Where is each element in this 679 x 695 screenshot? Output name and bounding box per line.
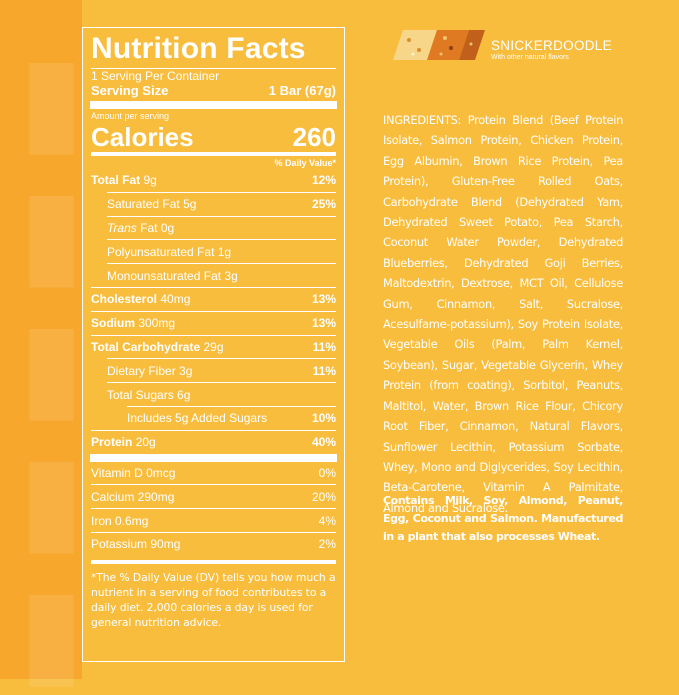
amount-per-serving-label: Amount per serving [91,111,170,121]
calories-label: Calories [91,122,194,152]
nutrient-label: Monounsaturated Fat [107,268,222,283]
nutrient-label: Total Fat [91,173,141,188]
nutrient-label: Sodium [91,316,135,331]
nutrient-label: Includes 5g Added Sugars [127,411,268,426]
daily-value-header: % Daily Value* [91,152,336,169]
nutrient-label: Protein [91,435,133,450]
vitamin-row-vitamin-d: Vitamin D 0mcg 0% [91,462,336,485]
calories-row: Calories 260 [91,122,336,152]
nutrient-amount: 9g [143,173,157,188]
nutrient-label: Total Sugars [107,387,174,402]
serving-size-label: Serving Size [91,83,169,98]
serving-size-value: 1 Bar (67g) [268,83,336,98]
nutrient-dv: 13% [311,316,336,331]
nutrient-amount: 5g [183,197,197,212]
vitamin-label: Iron 0.6mg [91,513,149,528]
nutrient-amount: 20g [135,435,156,450]
left-accent-strip [0,0,82,679]
nutrient-row-total-carbohydrate: Total Carbohydrate 29g 11% [91,334,336,359]
nutrient-dv: 12% [311,173,336,188]
nutrient-row-trans-fat: Trans Fat 0g [107,215,336,240]
nutrient-amount: 0g [160,220,175,235]
ingredients-text: INGREDIENTS: Protein Blend (Beef Protein… [383,113,623,515]
nutrient-label: Total Carbohydrate [91,339,201,354]
vitamin-dv: 2% [318,537,336,552]
nutrient-row-monounsaturated-fat: Monounsaturated Fat 3g [107,263,336,287]
nutrient-dv: 13% [311,292,336,307]
nutrition-facts-panel: Nutrition Facts 1 Serving Per Container … [82,27,345,662]
servings-per-container: 1 Serving Per Container [91,69,220,83]
nutrient-label: Dietary Fiber [107,363,176,378]
nutrient-label: Saturated Fat [107,197,180,212]
daily-value-footnote: *The % Daily Value (DV) tells you how mu… [91,559,336,630]
nutrient-row-added-sugars: Includes 5g Added Sugars 10% [127,405,336,430]
serving-size-row: Serving Size 1 Bar (67g) [91,83,336,99]
calories-value: 260 [292,122,336,152]
thick-divider [90,101,337,109]
nutrient-dv: 10% [311,411,336,426]
vitamin-dv: 0% [318,465,336,480]
vitamin-label: Potassium 90mg [91,537,181,552]
nutrient-row-cholesterol: Cholesterol 40mg 13% [91,286,336,311]
nutrient-row-protein: Protein 20g 40% [91,429,336,454]
flavor-swatch-image [393,30,485,60]
nutrient-amount: 3g [179,363,193,378]
title-divider [91,68,336,69]
nutrient-amount: 3g [224,268,238,283]
nutrient-dv: 25% [311,197,336,212]
nutrient-row-total-sugars: Total Sugars 6g [107,382,336,406]
nutrient-amount: 300mg [138,316,176,331]
nutrient-row-sodium: Sodium 300mg 13% [91,310,336,335]
nutrient-row-polyunsaturated-fat: Polyunsaturated Fat 1g [107,239,336,263]
vitamin-label: Calcium 290mg [91,489,175,504]
nutrient-dv: 11% [312,363,336,378]
vitamin-row-calcium: Calcium 290mg 20% [91,484,336,508]
flavor-subtitle: With other natural flavors [491,54,569,61]
flavor-name: SNICKERDOODLE [491,38,612,53]
nutrient-amount: 1g [217,244,232,259]
vitamin-dv: 20% [311,489,336,504]
nutrition-facts-title: Nutrition Facts [91,32,306,65]
background-watermark-pattern: ▮▮▮▮▮ [0,30,121,695]
vitamin-label: Vitamin D 0mcg [91,465,176,480]
nutrient-row-dietary-fiber: Dietary Fiber 3g 11% [107,358,336,382]
nutrient-amount: 6g [177,387,191,402]
vitamin-row-potassium: Potassium 90mg 2% [91,531,336,556]
nutrient-amount: 40mg [160,292,191,307]
vitamin-dv: 4% [318,513,336,528]
nutrient-dv: 40% [311,435,336,450]
allergen-statement: Contains Milk, Soy, Almond, Peanut, Egg,… [383,494,623,543]
nutrient-label-italic: Trans [107,220,137,235]
nutrient-label: Polyunsaturated Fat [107,244,215,259]
nutrient-row-saturated-fat: Saturated Fat 5g 25% [107,191,336,216]
nutrient-amount: 29g [203,339,224,354]
thick-divider-vitamins [90,453,337,462]
nutrient-dv: 11% [312,339,336,354]
nutrient-label: Cholesterol [91,292,158,307]
vitamin-row-iron: Iron 0.6mg 4% [91,508,336,532]
nutrient-row-total-fat: Total Fat 9g 12% [91,169,336,192]
nutrient-label: Fat [140,220,158,235]
